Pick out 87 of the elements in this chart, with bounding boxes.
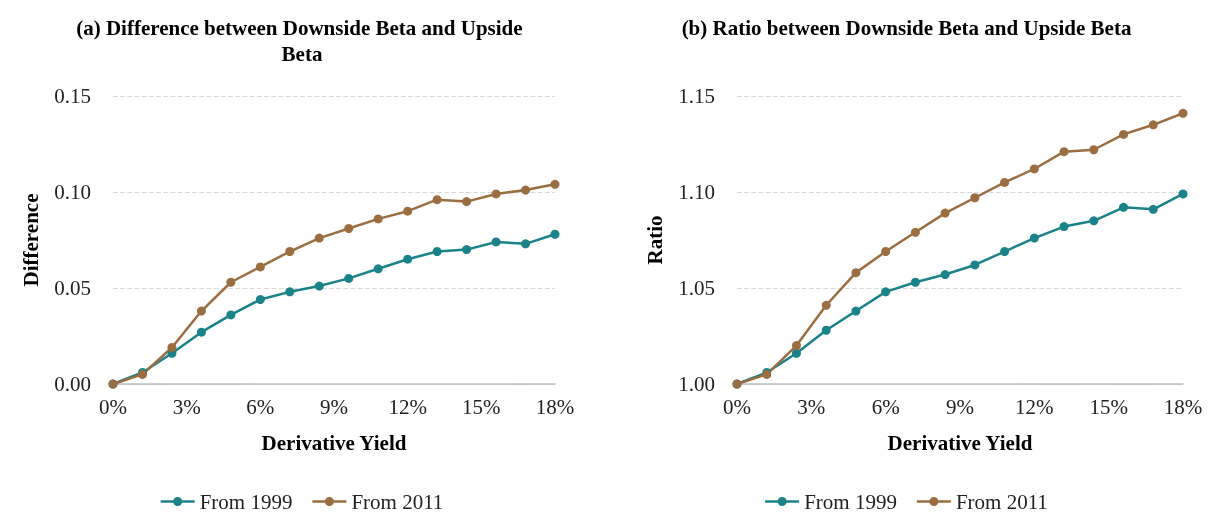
- point: [1178, 108, 1188, 118]
- point: [403, 254, 413, 264]
- y-tick-label: 1.00: [678, 372, 715, 396]
- point: [1119, 202, 1129, 212]
- point: [373, 214, 383, 224]
- legend-label: From 2011: [351, 489, 444, 514]
- point: [1059, 222, 1069, 232]
- point: [344, 223, 354, 233]
- x-tick-label: 0%: [723, 394, 751, 419]
- legend-label: From 2011: [955, 489, 1048, 514]
- x-tick-label: 18%: [1163, 394, 1203, 419]
- point: [910, 227, 920, 237]
- point: [373, 264, 383, 274]
- point: [167, 343, 177, 353]
- point: [970, 260, 980, 270]
- y-tick-label: 1.15: [678, 84, 715, 108]
- y-tick-label: 1.10: [678, 180, 715, 204]
- point: [791, 341, 801, 351]
- x-axis-title: Derivative Yield: [887, 430, 1033, 455]
- point: [403, 206, 413, 216]
- point: [491, 189, 501, 199]
- point: [1119, 129, 1129, 139]
- point: [550, 179, 560, 189]
- point: [1148, 204, 1158, 214]
- point: [1059, 147, 1069, 157]
- point: [1148, 120, 1158, 130]
- point: [940, 270, 950, 280]
- point: [851, 268, 861, 278]
- point: [491, 237, 501, 247]
- point: [255, 262, 265, 272]
- point: [1000, 247, 1010, 257]
- point: [521, 185, 531, 195]
- y-tick-label: 0.00: [54, 372, 91, 396]
- x-axis-title: Derivative Yield: [261, 430, 407, 455]
- point: [432, 195, 442, 205]
- y-tick-label: 0.10: [54, 180, 91, 204]
- x-tick-label: 15%: [462, 394, 501, 419]
- y-tick-label: 0.05: [54, 276, 91, 300]
- y-tick-label: 0.15: [54, 84, 91, 108]
- x-tick-label: 9%: [946, 394, 974, 419]
- point: [314, 281, 324, 291]
- point: [521, 239, 531, 249]
- point: [1000, 177, 1010, 187]
- point: [226, 277, 236, 287]
- point: [1178, 189, 1188, 199]
- x-tick-label: 9%: [320, 394, 348, 419]
- point: [791, 348, 801, 358]
- x-tick-label: 3%: [172, 394, 201, 419]
- y-axis-title: Ratio: [642, 215, 667, 265]
- point: [881, 247, 891, 257]
- point: [821, 325, 831, 335]
- chart-title: (b) Ratio between Downside Beta and Upside Beta: [681, 16, 1132, 40]
- legend-label: From 1999: [199, 489, 293, 514]
- x-tick-label: 0%: [99, 394, 127, 419]
- y-axis-title: Difference: [18, 193, 43, 287]
- point: [344, 273, 354, 283]
- point: [970, 193, 980, 203]
- point: [462, 197, 472, 207]
- point: [1029, 164, 1039, 174]
- point: [314, 233, 324, 243]
- x-tick-label: 12%: [388, 394, 427, 419]
- x-tick-label: 6%: [871, 394, 900, 419]
- chart-title: (a) Difference between Downside Beta and Upside Beta: [76, 16, 528, 66]
- point: [285, 287, 295, 297]
- point: [1029, 233, 1039, 243]
- point: [1089, 145, 1099, 155]
- point: [1089, 216, 1099, 226]
- point: [550, 229, 560, 239]
- y-tick-label: 1.05: [678, 276, 715, 300]
- x-tick-label: 12%: [1015, 394, 1054, 419]
- point: [226, 310, 236, 320]
- x-tick-label: 15%: [1089, 394, 1128, 419]
- point: [910, 277, 920, 287]
- point: [881, 287, 891, 297]
- point: [851, 306, 861, 316]
- point: [255, 295, 265, 305]
- point: [432, 247, 442, 257]
- legend-label: From 1999: [804, 489, 897, 514]
- x-tick-label: 18%: [535, 394, 575, 419]
- point: [285, 247, 295, 257]
- point: [196, 327, 206, 337]
- point: [940, 208, 950, 218]
- x-tick-label: 3%: [797, 394, 826, 419]
- x-tick-label: 6%: [246, 394, 275, 419]
- point: [821, 300, 831, 310]
- point: [196, 306, 206, 316]
- point: [462, 245, 472, 255]
